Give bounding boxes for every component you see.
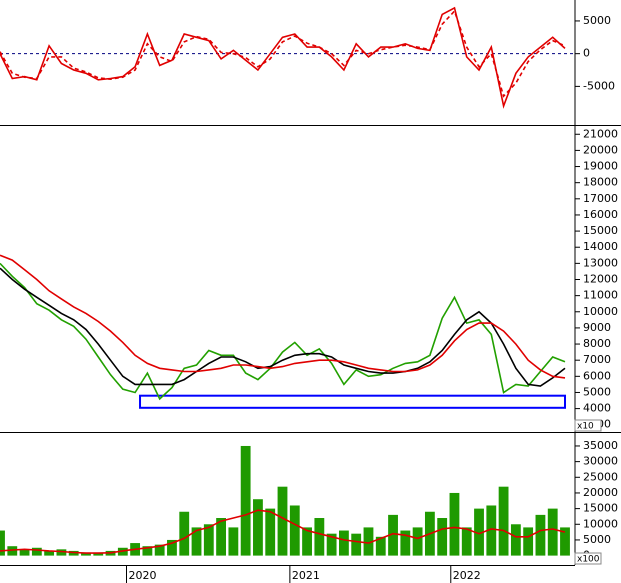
volume-bar <box>216 518 226 556</box>
volume-bar <box>400 530 411 556</box>
support-zone <box>139 394 567 409</box>
y-tick-label: 9000 <box>583 321 611 334</box>
y-tick-label: 12000 <box>583 273 618 286</box>
volume-bar <box>510 524 521 556</box>
volume-bar <box>302 527 312 556</box>
volume-bar <box>56 549 67 556</box>
y-tick-label: 21000 <box>583 127 618 140</box>
volume-bar <box>326 533 337 556</box>
multiplier-box <box>574 419 602 432</box>
y-tick-label: 10000 <box>583 305 618 318</box>
volume-bar <box>191 527 202 556</box>
y-tick-label: 35000 <box>583 439 618 452</box>
volume-bar <box>547 508 558 556</box>
y-tick-label: 10000 <box>583 517 618 530</box>
volume-bar <box>474 508 484 556</box>
volume-bar <box>240 445 251 556</box>
volume-bar <box>253 499 263 556</box>
series-line <box>0 254 566 379</box>
x-tick-label: 2021 <box>292 569 320 582</box>
volume-bar <box>412 527 423 556</box>
multiplier-label: x100 <box>577 555 600 565</box>
volume-bar <box>375 536 386 556</box>
volume-bar <box>486 505 497 556</box>
volume-bar <box>560 527 570 556</box>
volume-bar <box>265 508 276 556</box>
y-tick-label: 5000 <box>583 533 611 546</box>
volume-bar <box>498 486 509 556</box>
y-tick-label: 19000 <box>583 160 618 173</box>
volume-bar <box>351 533 362 556</box>
y-tick-label: 7000 <box>583 353 611 366</box>
volume-bar <box>44 550 55 556</box>
y-tick-label: 30000 <box>583 455 618 468</box>
volume-bar <box>339 530 349 556</box>
y-tick-label: 20000 <box>583 143 618 156</box>
y-tick-label: 18000 <box>583 176 618 189</box>
y-tick-label: 8000 <box>583 337 611 350</box>
y-tick-label: 20000 <box>583 486 618 499</box>
volume-bar <box>142 546 153 556</box>
volume-bar <box>277 486 288 556</box>
y-tick-label: 25000 <box>583 470 618 483</box>
volume-bar <box>363 527 374 556</box>
x-tick-label: 2022 <box>453 569 481 582</box>
volume-bar <box>523 527 534 556</box>
series-line <box>0 9 566 98</box>
y-tick-label: 6000 <box>583 369 611 382</box>
volume-bar <box>388 514 398 556</box>
volume-bar <box>437 518 448 556</box>
volume-bar <box>289 505 300 556</box>
series-line <box>0 262 566 401</box>
y-tick-label: 16000 <box>583 208 618 221</box>
volume-bar <box>81 552 91 556</box>
y-tick-label: 15000 <box>583 502 618 515</box>
y-tick-label: 4000 <box>583 402 611 415</box>
y-tick-label: 17000 <box>583 192 618 205</box>
volume-bar <box>179 511 190 556</box>
volume-bar <box>314 518 325 556</box>
volume-bar <box>19 549 30 556</box>
y-tick-label: 14000 <box>583 240 618 253</box>
series-line <box>0 509 566 554</box>
series-line <box>0 267 566 387</box>
volume-bar <box>7 546 18 556</box>
y-tick-label: 5000 <box>583 14 611 27</box>
volume-bar <box>31 547 42 556</box>
multiplier-box <box>574 552 602 565</box>
y-tick-label: 5000 <box>583 385 611 398</box>
y-tick-label: 13000 <box>583 256 618 269</box>
volume-bar <box>93 552 104 556</box>
volume-bar <box>203 524 214 556</box>
volume-bar <box>0 530 5 556</box>
volume-bar <box>461 527 472 556</box>
y-tick-label: 0 <box>583 47 590 60</box>
volume-bar <box>449 492 460 556</box>
volume-bar <box>535 514 546 556</box>
y-tick-label: 11000 <box>583 289 618 302</box>
y-tick-label: 15000 <box>583 224 618 237</box>
volume-bar <box>228 527 239 556</box>
volume-bar <box>154 544 165 556</box>
multiplier-label: x10 <box>577 422 594 432</box>
y-tick-label: -5000 <box>583 79 615 92</box>
x-tick-label: 2020 <box>129 569 157 582</box>
series-line <box>0 6 566 109</box>
volume-bar <box>167 539 177 556</box>
